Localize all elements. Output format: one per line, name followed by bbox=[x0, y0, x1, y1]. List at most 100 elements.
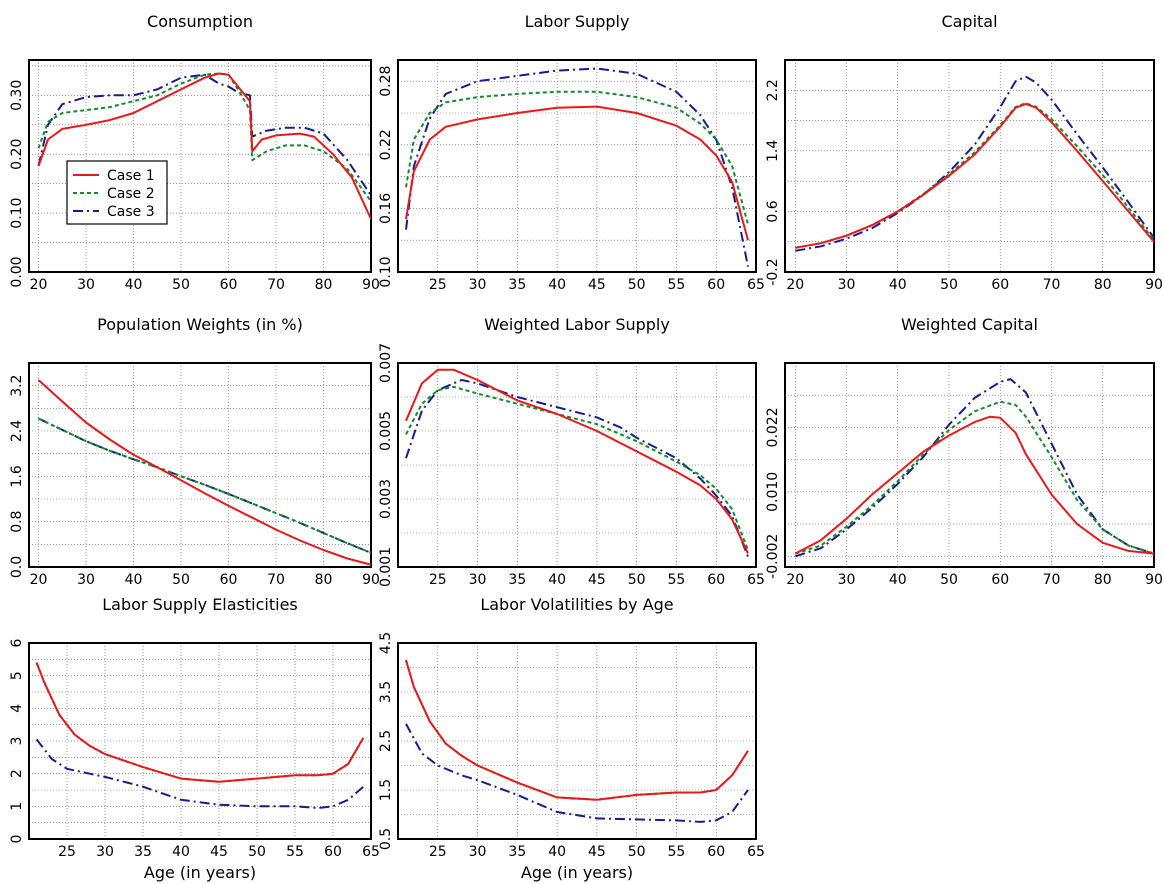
x-tick-label: 65 bbox=[747, 277, 765, 293]
x-tick-label: 25 bbox=[429, 844, 447, 860]
chart-title: Labor Supply bbox=[525, 12, 630, 31]
x-tick-label: 20 bbox=[786, 277, 804, 293]
series-line-case-1 bbox=[405, 105, 749, 241]
chart-panel-8: Labor Volatilities by Age 25 30 35 40 45 50 55 6… bbox=[378, 595, 765, 882]
y-tick-label: 1 bbox=[9, 802, 25, 811]
x-tick-label: 70 bbox=[267, 277, 285, 293]
x-tick-label: 80 bbox=[1094, 277, 1112, 293]
x-tick-label: 30 bbox=[469, 572, 487, 588]
x-tick-label: 60 bbox=[991, 572, 1009, 588]
x-tick-label: 65 bbox=[747, 844, 765, 860]
series-line-case-1 bbox=[35, 662, 365, 783]
series-line-case-2 bbox=[405, 90, 749, 225]
series-line-case-3 bbox=[405, 67, 749, 267]
x-tick-label: 60 bbox=[324, 844, 342, 860]
x-tick-label: 30 bbox=[96, 844, 114, 860]
x-tick-label: 30 bbox=[838, 277, 856, 293]
x-tick-label: 50 bbox=[172, 572, 190, 588]
y-tick-label: 0 bbox=[9, 835, 25, 844]
x-tick-label: 50 bbox=[940, 572, 958, 588]
series-line-case-1 bbox=[405, 368, 749, 554]
series-line-case-3 bbox=[405, 379, 749, 558]
x-tick-label: 65 bbox=[747, 572, 765, 588]
x-tick-label: 50 bbox=[940, 277, 958, 293]
y-tick-label: 1.4 bbox=[765, 140, 781, 162]
chart-panel-1: Consumption 20 30 40 50 60 70 80 90 0.00 0.10 0.20 0… bbox=[9, 12, 380, 293]
x-axis-label: Age (in years) bbox=[521, 863, 633, 882]
x-tick-label: 45 bbox=[210, 844, 228, 860]
x-tick-label: 45 bbox=[588, 277, 606, 293]
y-tick-label: 0.003 bbox=[378, 479, 394, 519]
x-tick-label: 35 bbox=[134, 844, 152, 860]
chart-panel-6: Weighted Capital 20 30 40 50 60 70 80 90 -0.002 0.… bbox=[765, 315, 1163, 588]
x-tick-label: 30 bbox=[838, 572, 856, 588]
x-tick-label: 30 bbox=[77, 572, 95, 588]
y-tick-label: 1.5 bbox=[378, 779, 394, 801]
y-tick-label: 0.010 bbox=[765, 472, 781, 512]
plot-frame bbox=[784, 59, 1155, 273]
y-tick-label: 0.00 bbox=[9, 256, 25, 287]
y-tick-label: 3 bbox=[9, 737, 25, 746]
y-tick-label: 0.10 bbox=[9, 198, 25, 229]
chart-title: Weighted Labor Supply bbox=[484, 315, 670, 334]
chart-title: Capital bbox=[941, 12, 997, 31]
x-tick-label: 55 bbox=[286, 844, 304, 860]
x-tick-label: 20 bbox=[30, 572, 48, 588]
x-tick-label: 90 bbox=[362, 572, 380, 588]
y-tick-label: 0.30 bbox=[9, 80, 25, 111]
x-tick-label: 55 bbox=[668, 277, 686, 293]
chart-title: Consumption bbox=[147, 12, 253, 31]
series-line-case-3 bbox=[795, 75, 1154, 252]
series-line-case-2 bbox=[405, 385, 749, 551]
series-line-case-2 bbox=[405, 659, 749, 801]
x-tick-label: 80 bbox=[1094, 572, 1112, 588]
series-line-case-1 bbox=[37, 379, 371, 566]
x-tick-label: 40 bbox=[548, 277, 566, 293]
x-tick-label: 80 bbox=[315, 277, 333, 293]
x-tick-label: 35 bbox=[508, 844, 526, 860]
x-tick-label: 40 bbox=[889, 572, 907, 588]
chart-title: Labor Volatilities by Age bbox=[480, 595, 673, 614]
y-tick-label: 5 bbox=[9, 671, 25, 680]
x-tick-label: 90 bbox=[1145, 277, 1163, 293]
plot-frame bbox=[784, 362, 1155, 568]
x-tick-label: 25 bbox=[429, 277, 447, 293]
y-tick-label: 0.005 bbox=[378, 411, 394, 451]
x-tick-label: 25 bbox=[58, 844, 76, 860]
series-line-case-2 bbox=[795, 102, 1154, 249]
x-tick-label: 60 bbox=[220, 572, 238, 588]
y-tick-label: 0.001 bbox=[378, 547, 394, 587]
x-tick-label: 50 bbox=[172, 277, 190, 293]
x-tick-label: 60 bbox=[707, 277, 725, 293]
series-line-case-3 bbox=[38, 417, 371, 554]
plot-frame bbox=[397, 642, 757, 840]
y-tick-label: 0.10 bbox=[378, 256, 394, 287]
x-tick-label: 90 bbox=[1145, 572, 1163, 588]
x-tick-label: 65 bbox=[362, 844, 380, 860]
x-tick-label: 20 bbox=[30, 277, 48, 293]
plot-frame bbox=[28, 642, 372, 840]
x-tick-label: 40 bbox=[548, 572, 566, 588]
x-tick-label: 40 bbox=[548, 844, 566, 860]
x-tick-label: 70 bbox=[1043, 572, 1061, 588]
x-tick-label: 35 bbox=[508, 277, 526, 293]
y-tick-label: 0.6 bbox=[765, 200, 781, 222]
chart-panel-2: Labor Supply 25 30 35 40 45 50 55 60 65 0.10 0.16 0.… bbox=[378, 12, 765, 293]
plot-frame bbox=[28, 362, 372, 568]
x-tick-label: 60 bbox=[220, 277, 238, 293]
plot-frame bbox=[28, 59, 372, 273]
x-tick-label: 90 bbox=[362, 277, 380, 293]
x-tick-label: 60 bbox=[991, 277, 1009, 293]
chart-panel-3: Capital 20 30 40 50 60 70 80 90 -0.2 0.6 1.4 2.2 bbox=[765, 12, 1163, 293]
x-tick-label: 50 bbox=[628, 277, 646, 293]
y-tick-label: 0.28 bbox=[378, 66, 394, 97]
y-tick-label: 2 bbox=[9, 769, 25, 778]
x-tick-label: 50 bbox=[628, 844, 646, 860]
series-line-case-1 bbox=[794, 415, 1154, 555]
y-tick-label: 3.2 bbox=[9, 375, 25, 397]
x-tick-label: 35 bbox=[508, 572, 526, 588]
y-tick-label: 2.4 bbox=[9, 420, 25, 442]
chart-panel-4: Population Weights (in %) 20 30 40 50 60 70 80 9… bbox=[9, 315, 380, 588]
x-tick-label: 20 bbox=[786, 572, 804, 588]
